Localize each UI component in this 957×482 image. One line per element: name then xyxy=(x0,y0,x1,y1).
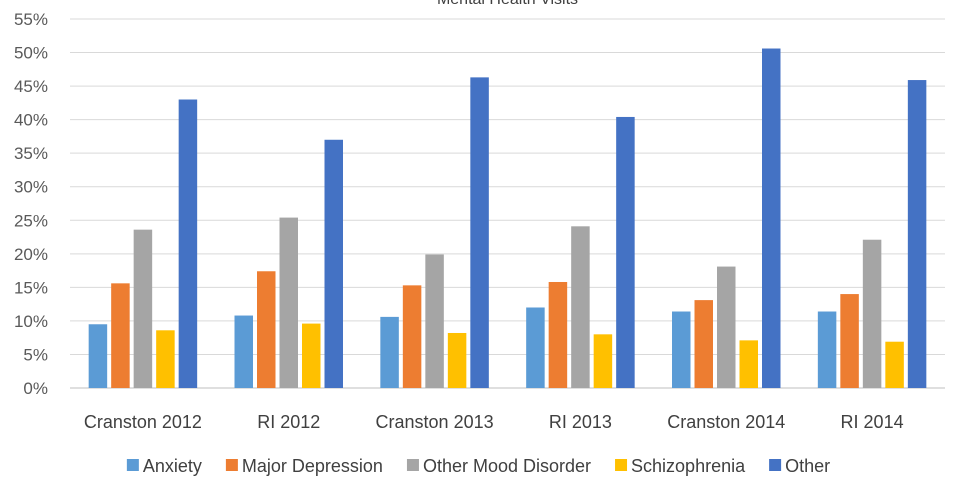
bar-schizophrenia xyxy=(447,332,467,388)
y-tick-label: 55% xyxy=(14,10,48,29)
y-axis: 0% 5% 10% 15% 20% 25% 30% 35% 40% 45% 50% 55% xyxy=(14,10,48,398)
legend-label: Schizophrenia xyxy=(631,456,746,476)
legend-label: Other xyxy=(785,456,830,476)
bar-schizophrenia xyxy=(739,340,758,388)
bar-schizophrenia xyxy=(156,330,175,388)
bar-major-depression xyxy=(694,300,713,388)
bar-other xyxy=(616,116,635,388)
bars xyxy=(88,48,927,389)
y-tick-label: 25% xyxy=(14,211,48,230)
y-tick-label: 50% xyxy=(14,44,48,63)
bar-schizophrenia xyxy=(593,334,613,388)
legend-item: Anxiety xyxy=(126,456,202,476)
bar-anxiety xyxy=(234,315,253,388)
legend: Anxiety Major Depression Other Mood Disord… xyxy=(126,456,830,476)
x-category-label: RI 2012 xyxy=(257,412,320,432)
legend-item: Major Depression xyxy=(225,456,383,476)
bar-other xyxy=(470,77,489,389)
bar-anxiety xyxy=(88,324,108,388)
x-category-label: Cranston 2012 xyxy=(84,412,202,432)
y-tick-label: 45% xyxy=(14,77,48,96)
bar-major-depression xyxy=(111,283,130,388)
y-tick-label: 35% xyxy=(14,144,48,163)
y-tick-label: 40% xyxy=(14,111,48,130)
legend-swatch xyxy=(225,459,238,471)
legend-swatch xyxy=(126,459,139,471)
bar-other-mood-disorder xyxy=(862,239,882,388)
legend-item: Other Mood Disorder xyxy=(406,456,591,476)
x-axis: Cranston 2012 RI 2012 Cranston 2013 RI 2013… xyxy=(84,412,904,432)
bar-other-mood-disorder xyxy=(717,266,736,388)
legend-label: Anxiety xyxy=(143,456,202,476)
bar-other xyxy=(178,99,198,388)
y-tick-label: 0% xyxy=(23,379,48,398)
legend-label: Other Mood Disorder xyxy=(423,456,591,476)
legend-item: Schizophrenia xyxy=(615,456,746,476)
bar-other xyxy=(907,80,927,388)
bar-anxiety xyxy=(380,316,399,388)
legend-swatch xyxy=(615,459,628,471)
legend-swatch xyxy=(769,459,782,471)
bar-major-depression xyxy=(402,285,422,388)
y-tick-label: 20% xyxy=(14,245,48,264)
legend-label: Major Depression xyxy=(242,456,383,476)
legend-swatch xyxy=(406,459,419,471)
bar-other-mood-disorder xyxy=(133,229,153,388)
chart-title: Mental Health Visits xyxy=(437,0,578,8)
bar-anxiety xyxy=(672,311,691,388)
y-tick-label: 30% xyxy=(14,178,48,197)
bar-other-mood-disorder xyxy=(425,254,444,388)
bar-major-depression xyxy=(840,294,859,388)
y-tick-label: 5% xyxy=(23,345,48,364)
y-tick-label: 10% xyxy=(14,312,48,331)
bar-other-mood-disorder xyxy=(279,217,298,388)
bar-schizophrenia xyxy=(302,323,321,388)
x-category-label: RI 2013 xyxy=(549,412,612,432)
bar-major-depression xyxy=(257,271,276,388)
bar-anxiety xyxy=(817,311,837,388)
bar-anxiety xyxy=(526,307,545,388)
x-category-label: Cranston 2013 xyxy=(376,412,494,432)
x-category-label: Cranston 2014 xyxy=(667,412,785,432)
bar-other-mood-disorder xyxy=(571,226,590,388)
bar-major-depression xyxy=(548,281,568,388)
bar-other xyxy=(324,139,343,388)
x-category-label: RI 2014 xyxy=(841,412,904,432)
bar-other xyxy=(762,48,781,389)
y-tick-label: 15% xyxy=(14,278,48,297)
bar-schizophrenia xyxy=(885,341,904,388)
gridlines xyxy=(70,18,945,389)
legend-item: Other xyxy=(769,456,830,476)
